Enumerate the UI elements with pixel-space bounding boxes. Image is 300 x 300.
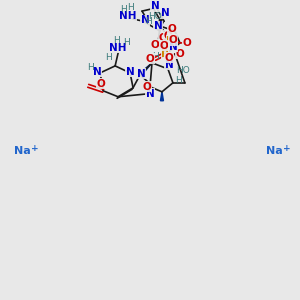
- Text: NH: NH: [110, 43, 127, 53]
- Text: O: O: [182, 38, 191, 48]
- Text: +: +: [31, 144, 38, 153]
- Text: N: N: [160, 8, 169, 18]
- Text: P: P: [166, 36, 174, 46]
- Text: H: H: [105, 53, 112, 62]
- Text: O: O: [169, 35, 177, 45]
- Text: +: +: [283, 144, 290, 153]
- Text: O: O: [97, 79, 106, 89]
- Text: N: N: [146, 89, 154, 99]
- Text: HO: HO: [148, 12, 162, 21]
- Text: O: O: [142, 82, 152, 92]
- Text: O: O: [167, 24, 176, 34]
- Text: Na: Na: [266, 146, 283, 156]
- Text: H: H: [87, 63, 94, 72]
- Text: N: N: [93, 67, 102, 77]
- Text: H: H: [113, 37, 119, 46]
- Text: O: O: [146, 54, 154, 64]
- Text: P: P: [161, 49, 169, 59]
- Text: N: N: [151, 1, 159, 11]
- Text: N: N: [165, 60, 173, 70]
- Text: N: N: [154, 21, 162, 31]
- Text: O: O: [176, 49, 184, 59]
- Text: N: N: [126, 67, 134, 77]
- Text: N: N: [137, 69, 146, 79]
- Text: HO: HO: [176, 66, 190, 75]
- Text: H: H: [120, 4, 127, 14]
- Text: H: H: [123, 38, 130, 47]
- Text: O: O: [151, 40, 159, 50]
- Text: NH: NH: [119, 11, 137, 21]
- Polygon shape: [160, 92, 164, 101]
- Text: H: H: [145, 16, 152, 26]
- Text: N: N: [169, 42, 177, 52]
- Polygon shape: [139, 63, 152, 76]
- Text: Na: Na: [14, 146, 31, 156]
- Text: O: O: [159, 33, 167, 43]
- Text: H: H: [176, 76, 182, 85]
- Text: H: H: [153, 52, 159, 62]
- Text: N: N: [141, 15, 149, 25]
- Text: H: H: [127, 3, 134, 12]
- Text: O: O: [160, 41, 168, 51]
- Text: O: O: [165, 53, 173, 63]
- Text: O: O: [164, 31, 172, 41]
